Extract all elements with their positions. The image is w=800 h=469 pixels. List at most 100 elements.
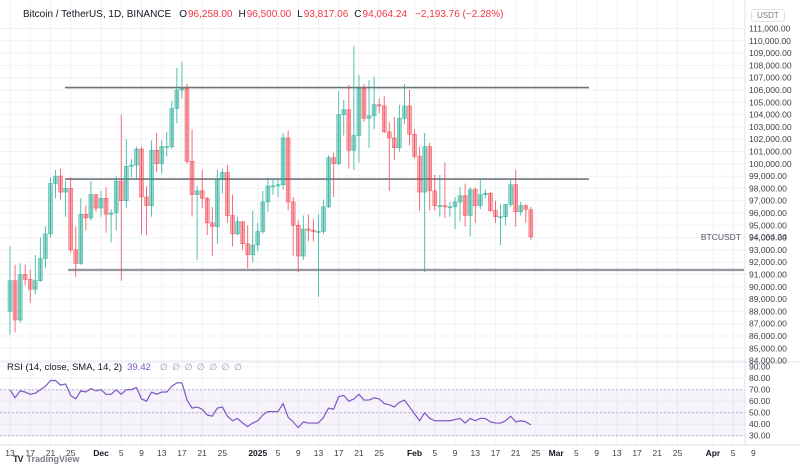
svg-text:9: 9	[296, 448, 301, 458]
candlestick-series	[7, 45, 534, 335]
svg-text:9: 9	[453, 448, 458, 458]
rsi-title[interactable]: RSI (14, close, SMA, 14, 2)	[7, 362, 123, 373]
rsi-legend: RSI (14, close, SMA, 14, 2) 39.42 ∅ ∅ ∅ ∅ ∅ ∅…	[7, 362, 246, 373]
svg-text:Mar: Mar	[549, 448, 565, 458]
open-value: 96,258.00	[187, 9, 233, 20]
tradingview-logo[interactable]: TV TradingView	[13, 454, 79, 464]
tradingview-logo-text: TradingView	[26, 454, 80, 464]
change-value: −2,193.76 (−2.28%)	[415, 9, 504, 20]
svg-text:50.00: 50.00	[749, 408, 771, 418]
svg-text:97,000.00: 97,000.00	[749, 196, 787, 206]
svg-text:13: 13	[471, 448, 481, 458]
symbol-title[interactable]: Bitcoin / TetherUS, 1D, BINANCE	[23, 9, 172, 20]
high-label: H	[238, 9, 246, 20]
svg-text:13: 13	[157, 448, 167, 458]
svg-text:111,000.00: 111,000.00	[749, 24, 791, 34]
svg-text:21: 21	[197, 448, 207, 458]
svg-text:5: 5	[574, 448, 579, 458]
svg-text:105,000.00: 105,000.00	[749, 97, 792, 107]
svg-text:104,000.00: 104,000.00	[749, 110, 792, 120]
pane-control-icon[interactable]: ∅	[172, 362, 181, 372]
svg-text:Dec: Dec	[93, 448, 109, 458]
svg-text:25: 25	[673, 448, 683, 458]
svg-text:2025: 2025	[248, 448, 267, 458]
rsi-line	[9, 379, 532, 429]
last-price-symbol: BTCUSDT	[700, 232, 741, 242]
tradingview-logo-icon: TV	[13, 454, 23, 464]
symbol-legend: Bitcoin / TetherUS, 1D, BINANCE O 96,258…	[23, 9, 503, 20]
svg-text:9: 9	[594, 448, 599, 458]
low-label: L	[297, 9, 303, 20]
svg-text:21: 21	[46, 448, 56, 458]
svg-text:88,000.00: 88,000.00	[749, 306, 787, 316]
low-value: 93,817.06	[303, 9, 349, 20]
svg-text:17: 17	[177, 448, 187, 458]
svg-text:93,000.00: 93,000.00	[749, 245, 787, 255]
last-price-value: 94,064.24	[749, 232, 787, 242]
pane-control-icon[interactable]: ∅	[184, 362, 193, 372]
svg-text:80.00: 80.00	[749, 373, 771, 383]
svg-text:21: 21	[354, 448, 364, 458]
svg-text:99,000.00: 99,000.00	[749, 171, 787, 181]
svg-text:5: 5	[432, 448, 437, 458]
svg-text:25: 25	[531, 448, 541, 458]
svg-text:98,000.00: 98,000.00	[749, 183, 787, 193]
svg-text:70.00: 70.00	[749, 385, 771, 395]
svg-text:17: 17	[334, 448, 344, 458]
pane-control-icon[interactable]: ∅	[196, 362, 205, 372]
rsi-value: 39.42	[127, 362, 151, 373]
svg-text:84,000.00: 84,000.00	[749, 356, 787, 366]
svg-text:108,000.00: 108,000.00	[749, 60, 792, 70]
svg-text:102,000.00: 102,000.00	[749, 134, 792, 144]
high-value: 96,500.00	[246, 9, 292, 20]
svg-text:40.00: 40.00	[749, 419, 771, 429]
svg-text:100,000.00: 100,000.00	[749, 159, 792, 169]
svg-text:101,000.00: 101,000.00	[749, 147, 792, 157]
rsi-pane-controls: ∅ ∅ ∅ ∅ ∅ ∅ ∅	[160, 362, 246, 373]
svg-text:90,000.00: 90,000.00	[749, 282, 787, 292]
svg-text:91,000.00: 91,000.00	[749, 270, 787, 280]
svg-text:109,000.00: 109,000.00	[749, 48, 792, 58]
svg-text:96,000.00: 96,000.00	[749, 208, 787, 218]
svg-text:13: 13	[314, 448, 324, 458]
rsi-band	[0, 389, 745, 437]
chart-grid	[0, 0, 745, 445]
svg-text:25: 25	[218, 448, 228, 458]
svg-text:17: 17	[632, 448, 642, 458]
close-value: 94,064.24	[362, 9, 408, 20]
svg-text:Apr: Apr	[706, 448, 721, 458]
svg-text:30.00: 30.00	[749, 431, 771, 441]
svg-text:13: 13	[612, 448, 622, 458]
svg-text:25: 25	[374, 448, 384, 458]
svg-text:85,000.00: 85,000.00	[749, 343, 787, 353]
svg-text:95,000.00: 95,000.00	[749, 220, 787, 230]
svg-text:92,000.00: 92,000.00	[749, 257, 787, 267]
close-label: C	[354, 9, 362, 20]
last-price-label: BTCUSDT 94,064.24	[0, 232, 800, 243]
svg-text:110,000.00: 110,000.00	[749, 36, 791, 46]
svg-text:9: 9	[139, 448, 144, 458]
svg-text:107,000.00: 107,000.00	[749, 73, 792, 83]
svg-text:17: 17	[25, 448, 35, 458]
svg-text:13: 13	[5, 448, 15, 458]
open-label: O	[179, 9, 187, 20]
price-axis-currency-badge[interactable]: USDT	[751, 9, 785, 22]
svg-text:17: 17	[491, 448, 501, 458]
pane-control-icon[interactable]: ∅	[209, 362, 218, 372]
svg-text:60.00: 60.00	[749, 396, 771, 406]
svg-text:9: 9	[751, 448, 756, 458]
pane-control-icon[interactable]: ∅	[221, 362, 230, 372]
svg-text:106,000.00: 106,000.00	[749, 85, 792, 95]
pane-control-icon[interactable]: ∅	[233, 362, 242, 372]
svg-text:5: 5	[731, 448, 736, 458]
svg-text:Feb: Feb	[407, 448, 422, 458]
price-axis[interactable]: 84,000.00 85,000.00 86,000.00 87,000.00 88,0…	[749, 24, 792, 441]
svg-text:86,000.00: 86,000.00	[749, 331, 787, 341]
time-axis[interactable]: 13 17 21 25 Dec 5 9 13 17 21 25 2025 5 9 13 17 21 25 Feb 5 9…	[5, 448, 756, 458]
svg-text:90.00: 90.00	[749, 362, 771, 372]
pane-control-icon[interactable]: ∅	[159, 362, 168, 372]
svg-text:103,000.00: 103,000.00	[749, 122, 792, 132]
svg-text:5: 5	[276, 448, 281, 458]
